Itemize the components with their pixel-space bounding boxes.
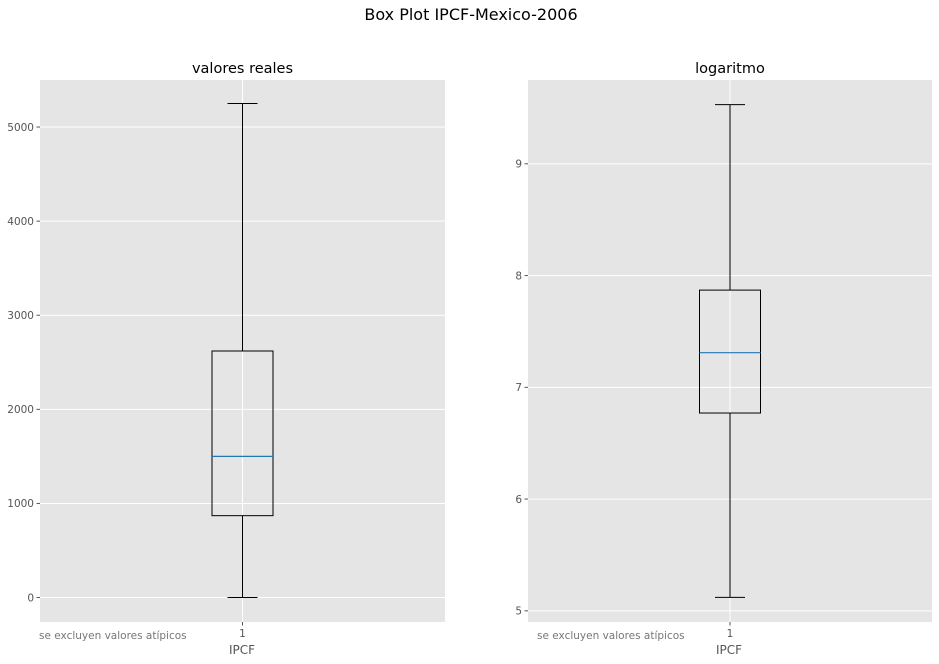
x-tick-label: 1 <box>239 628 246 640</box>
axes-title-valores-reales: valores reales <box>192 61 293 77</box>
x-tick-label: 1 <box>727 628 734 640</box>
note-outliers-excluded: se excluyen valores atípicos <box>537 630 685 642</box>
y-tick-label: 4000 <box>7 216 34 228</box>
figure-title: Box Plot IPCF-Mexico-2006 <box>364 5 577 24</box>
panel-valores-reales: 0 1000 2000 3000 4000 5000 1 valores reales se… <box>7 61 445 657</box>
x-axis-label-logaritmo: IPCF <box>716 643 742 657</box>
iqr-box <box>699 289 761 414</box>
y-tick-label: 6 <box>515 494 522 506</box>
iqr-box <box>211 350 274 517</box>
y-tick-label: 5 <box>515 606 522 618</box>
y-tick-label: 5000 <box>7 122 34 134</box>
y-tick-label: 9 <box>515 159 522 171</box>
x-axis-label-valores-reales: IPCF <box>229 643 255 657</box>
y-tick-label: 8 <box>515 270 522 282</box>
note-outliers-excluded: se excluyen valores atípicos <box>39 630 187 642</box>
y-tick-label: 7 <box>515 382 522 394</box>
y-tick-label: 0 <box>27 592 34 604</box>
y-tick-label: 1000 <box>7 498 34 510</box>
y-tick-label: 3000 <box>7 310 34 322</box>
axes-title-logaritmo: logaritmo <box>695 61 765 77</box>
panel-logaritmo: 5 6 7 8 9 1 logaritmo se excluyen valores atí… <box>515 61 932 657</box>
y-tick-label: 2000 <box>7 404 34 416</box>
